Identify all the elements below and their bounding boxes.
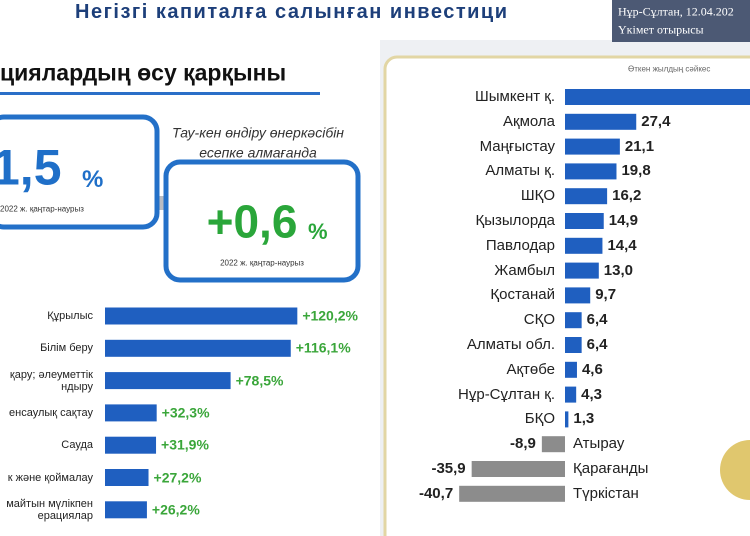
value-label: +120,2% <box>302 307 358 324</box>
category-label: Жамбыл <box>494 261 555 279</box>
bar <box>565 163 617 180</box>
emblem <box>720 440 750 500</box>
category-label: Қарағанды <box>573 459 649 477</box>
category-label: Түркістан <box>573 484 639 502</box>
category-label: Нұр-Сұлтан қ. <box>458 385 555 403</box>
value-label: 14,9 <box>608 211 638 229</box>
bar <box>541 436 565 453</box>
bar <box>565 138 620 155</box>
bar <box>565 113 637 130</box>
category-label: Сауда <box>61 439 93 452</box>
category-label: Шымкент қ. <box>475 87 555 105</box>
bar <box>105 436 157 454</box>
bar <box>565 213 604 229</box>
value-label: +31,9% <box>161 436 209 453</box>
bar <box>565 237 603 254</box>
category-label: Павлодар <box>485 236 555 254</box>
category-label: Алматы обл. <box>466 335 555 353</box>
category-label: СҚО <box>523 310 555 328</box>
bar <box>105 339 291 357</box>
category-label: Алматы қ. <box>485 162 555 180</box>
category-label: Қызылорда <box>475 211 555 229</box>
bar <box>105 501 147 519</box>
category-label: БҚО <box>524 410 555 428</box>
value-label: +116,1% <box>295 339 351 356</box>
value-label: 9,7 <box>595 286 617 304</box>
value-label: 13,0 <box>603 261 633 279</box>
value-label: 4,6 <box>581 360 603 378</box>
kpi-value: +0,6 <box>206 195 298 248</box>
value-label: +27,2% <box>153 468 202 485</box>
kpi-period: 2022 ж. қаңтар-наурыз <box>0 204 84 214</box>
kpi-period: 2022 ж. қаңтар-наурыз <box>220 258 304 268</box>
value-label: 1,3 <box>573 410 595 428</box>
chart-subtitle: Өткен жылдың сәйкес <box>628 64 711 74</box>
stamp-box <box>612 0 750 42</box>
bar <box>565 287 591 304</box>
kpi-value: 1,5 <box>0 139 62 196</box>
kpi-caption: есепке алмағанда <box>199 144 317 161</box>
value-label: +26,2% <box>151 501 200 518</box>
value-label: -35,9 <box>431 459 466 477</box>
stamp-text: Нұр-Сұлтан, 12.04.202 <box>618 4 734 19</box>
value-label: +78,5% <box>235 371 284 388</box>
kpi-unit: % <box>82 165 104 193</box>
stamp-text: Үкімет отырысы <box>618 22 704 37</box>
header-title: Негізгі капиталға салынған инвестици <box>75 1 509 23</box>
bar <box>565 386 577 403</box>
category-label: Ақмола <box>503 112 555 130</box>
title-underline <box>0 92 320 95</box>
value-label: -40,7 <box>418 484 454 502</box>
category-label: Білім беру <box>40 342 93 355</box>
value-label: -8,9 <box>510 434 536 452</box>
bar <box>105 404 157 422</box>
bar <box>459 485 565 502</box>
kpi-box <box>163 159 361 283</box>
category-label: қару; әлеуметтік ндыру <box>9 368 93 393</box>
bar <box>105 469 149 486</box>
bar <box>471 461 565 477</box>
bar <box>565 262 599 279</box>
value-label: 16,2 <box>612 186 642 204</box>
kpi-unit: % <box>308 218 328 244</box>
bar <box>565 361 577 378</box>
value-label: 19,8 <box>621 162 651 180</box>
kpi-box <box>0 114 160 230</box>
bar <box>565 89 750 105</box>
value-label: 4,3 <box>581 385 603 403</box>
left-panel <box>0 40 380 536</box>
value-label: 14,4 <box>607 236 637 254</box>
category-label: енсаулық сақтау <box>9 406 93 419</box>
category-label: Құрылыс <box>47 309 93 322</box>
category-label: Маңғыстау <box>479 137 555 155</box>
bar <box>105 372 231 390</box>
bar <box>565 312 582 329</box>
category-label: майтын мүлікпен ерациялар <box>6 497 93 522</box>
category-label: к және қоймалау <box>7 471 93 484</box>
value-label: 6,4 <box>586 310 608 328</box>
value-label: 27,4 <box>641 112 671 130</box>
category-label: Ақтөбе <box>506 360 555 378</box>
value-label: +32,3% <box>161 404 210 421</box>
bar <box>565 188 608 205</box>
value-label: 21,1 <box>624 137 655 155</box>
kpi-caption: Тау-кен өндіру өнеркәсібін <box>171 124 345 141</box>
value-label: 6,4 <box>586 335 608 353</box>
bar <box>565 411 569 428</box>
bar <box>105 307 298 325</box>
bar <box>565 337 582 353</box>
category-label: Атырау <box>573 434 625 452</box>
category-label: Қостанай <box>490 286 555 304</box>
category-label: ШҚО <box>520 186 555 204</box>
section-title: циялардың өсу қарқыны <box>0 59 287 86</box>
